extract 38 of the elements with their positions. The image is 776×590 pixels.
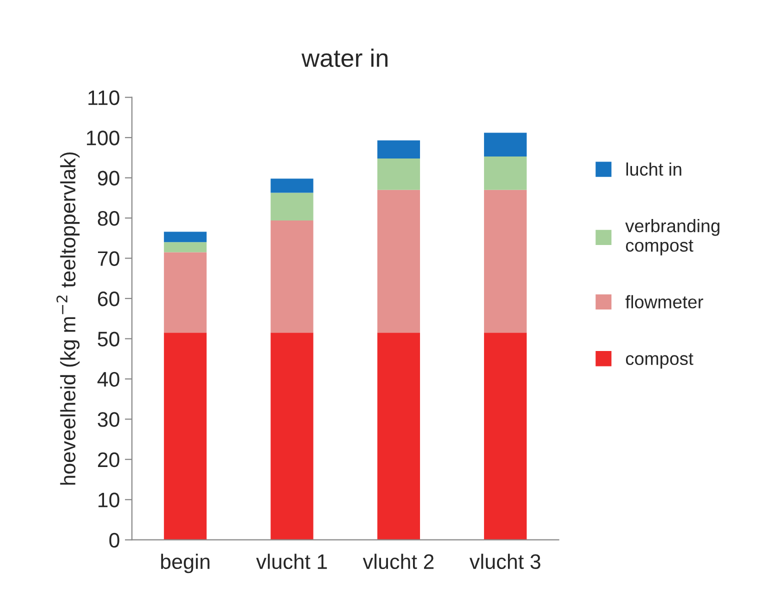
bar	[270, 332, 314, 540]
y-tick-label: 80	[98, 211, 120, 226]
y-tick-label: 30	[98, 412, 120, 427]
x-tick-label: begin	[161, 554, 210, 574]
y-tick-label: 110	[88, 90, 120, 106]
y-tick-label: 60	[98, 291, 120, 306]
bar	[377, 158, 420, 190]
bar	[377, 140, 420, 158]
y-axis-title: hoeveelheid (kg m$^{−2}$ teeltoppervlak)	[56, 152, 80, 485]
y-tick-label: 70	[98, 251, 120, 266]
bar	[484, 332, 527, 540]
bar	[270, 192, 314, 220]
y-tick-label: 0	[109, 532, 120, 548]
bar	[377, 190, 420, 333]
bar	[164, 332, 207, 540]
legend-label: lucht in	[626, 162, 682, 176]
legend-label: flowmeter	[625, 295, 704, 308]
chart-title: water in	[302, 48, 388, 68]
x-tick-label: vlucht 2	[362, 554, 434, 570]
bar	[164, 252, 207, 333]
legend-label: verbranding compost	[625, 219, 720, 256]
x-tick-label: vlucht 1	[256, 554, 327, 570]
bar	[270, 178, 314, 193]
y-tick-label: 100	[86, 130, 120, 146]
bar	[484, 156, 527, 190]
x-tick-label: vlucht 3	[470, 554, 540, 570]
y-tick-label: 40	[97, 372, 120, 387]
y-tick-label: 50	[98, 332, 120, 346]
bar	[164, 232, 207, 242]
y-tick-label: 20	[98, 452, 120, 468]
y-tick-label: 10	[98, 492, 120, 508]
bar	[377, 332, 420, 540]
bar	[484, 132, 527, 156]
bar	[484, 190, 527, 333]
bar	[164, 242, 207, 252]
legend-label: compost	[626, 353, 694, 369]
y-tick-label: 90	[98, 170, 120, 186]
bar	[270, 220, 314, 333]
